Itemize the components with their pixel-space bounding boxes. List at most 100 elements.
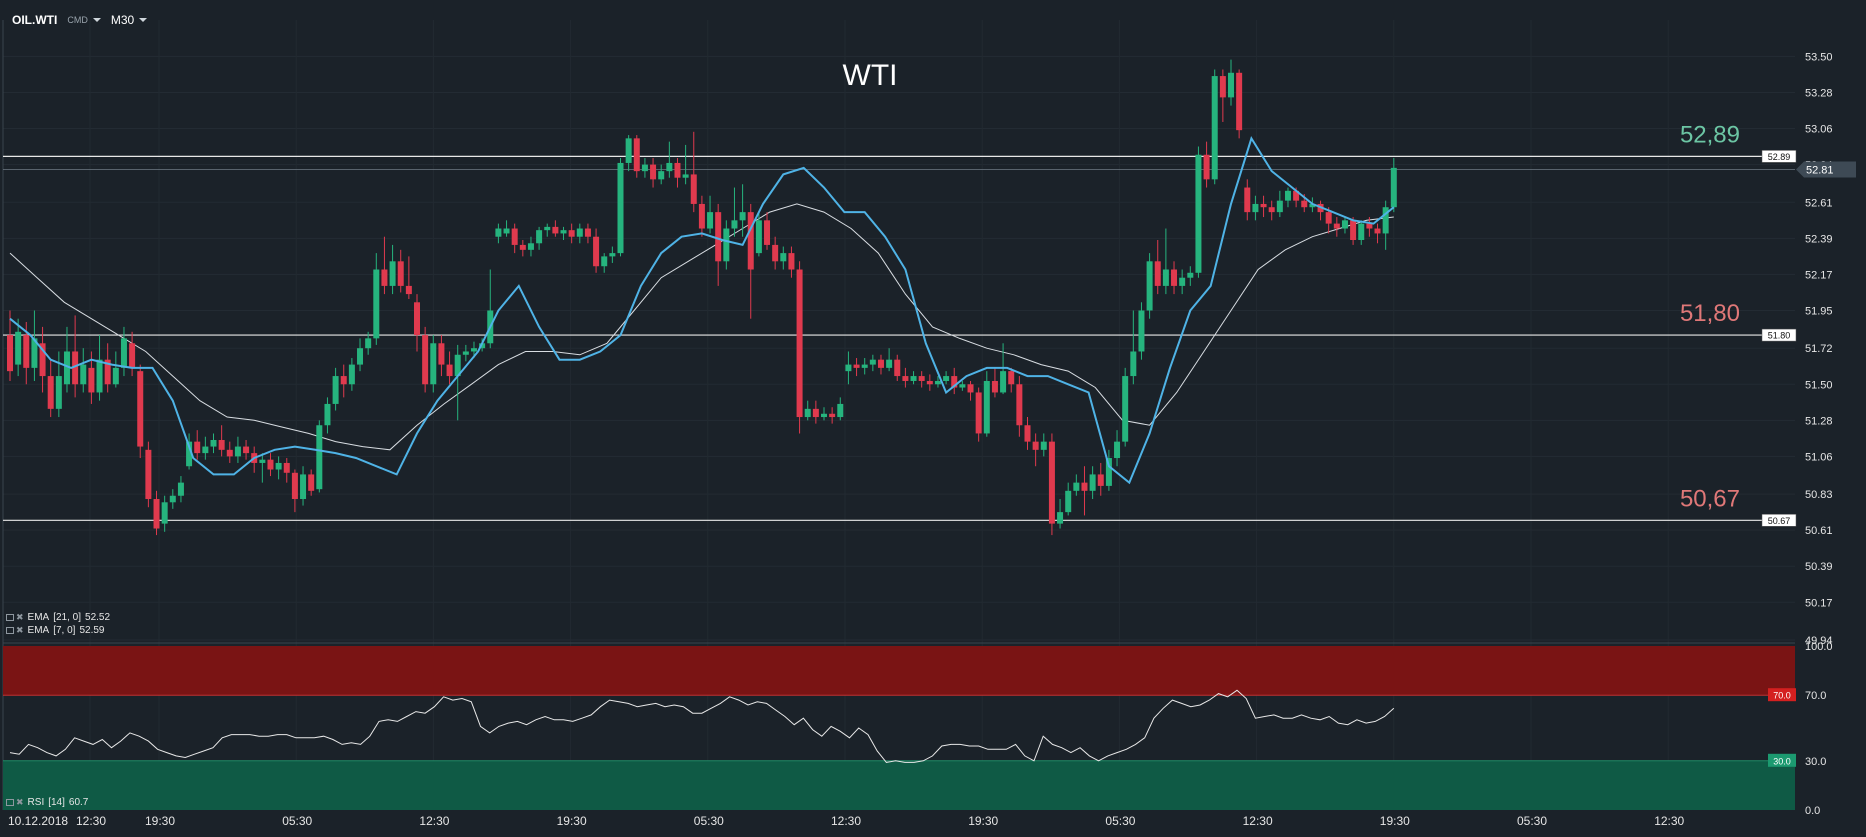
candle <box>601 253 608 273</box>
candle-body <box>357 348 364 365</box>
x-tick-label: 05:30 <box>694 814 724 828</box>
close-icon[interactable]: ✖ <box>16 797 24 807</box>
candle-body <box>804 408 811 418</box>
candle-body <box>1032 441 1039 450</box>
rsi-level-tag: 30.0 <box>1773 756 1791 766</box>
candle <box>495 223 502 244</box>
y-tick-label: 51.72 <box>1805 343 1833 355</box>
candle-body <box>1081 482 1088 491</box>
candle-series <box>7 59 1397 536</box>
candle <box>861 358 868 375</box>
ema-7-polyline <box>9 136 1395 485</box>
x-tick-label: 19:30 <box>1380 814 1410 828</box>
candle <box>1187 266 1194 286</box>
ema7-legend[interactable]: ✖ EMA [7, 0] 52.59 <box>6 625 105 636</box>
candle <box>243 440 250 460</box>
candle-body <box>934 380 941 385</box>
candle <box>340 364 347 398</box>
y-tick-label: 53.06 <box>1805 124 1833 136</box>
candle-body <box>1325 212 1332 224</box>
market-dropdown[interactable]: CMD <box>67 15 101 25</box>
candle-body <box>1276 200 1283 213</box>
candle-body <box>959 384 966 388</box>
candle <box>39 326 46 393</box>
y-tick-label: 52.61 <box>1805 197 1833 209</box>
candle <box>886 348 893 372</box>
candle <box>812 400 819 424</box>
candle <box>291 469 298 513</box>
candle <box>747 203 754 319</box>
candle-body <box>7 335 13 372</box>
level-tags: 52.89 52,89 51.80 51,80 50.67 50,67 52.81 70.0 3… <box>1680 121 1856 767</box>
symbol-label[interactable]: OIL.WTI <box>12 13 58 27</box>
candle-body <box>1309 203 1316 208</box>
candle-body <box>202 446 209 454</box>
candle-body <box>886 359 893 368</box>
candle-body <box>31 338 38 368</box>
candle <box>682 144 689 185</box>
candle-body <box>96 359 103 393</box>
settings-icon[interactable] <box>6 799 14 806</box>
candle-body <box>1065 490 1072 513</box>
candle <box>658 164 665 185</box>
rsi-legend[interactable]: ✖ RSI [14] 60.7 <box>6 797 88 808</box>
candle <box>1089 466 1096 500</box>
close-icon[interactable]: ✖ <box>16 625 24 635</box>
candle-body <box>1260 203 1267 208</box>
candle-body <box>291 472 298 500</box>
candle <box>104 343 111 393</box>
candle-body <box>658 171 665 180</box>
candle-body <box>1203 154 1210 180</box>
candle-body <box>943 376 950 381</box>
candle <box>739 184 746 237</box>
timeframe-dropdown[interactable]: M30 <box>111 13 148 27</box>
candle <box>275 456 282 480</box>
candle <box>894 354 901 381</box>
candle-body <box>764 220 771 245</box>
candle-body <box>15 331 22 365</box>
candle-body <box>666 162 673 172</box>
candle-body <box>837 403 844 418</box>
candle-body <box>1024 425 1031 442</box>
candle <box>31 310 38 381</box>
candle <box>1358 220 1365 245</box>
rsi-tick-label: 70.0 <box>1805 690 1826 702</box>
candle-body <box>780 253 787 262</box>
candle <box>1228 59 1234 106</box>
candle <box>764 212 771 250</box>
y-tick-label: 50.39 <box>1805 561 1833 573</box>
candle-body <box>869 359 876 365</box>
settings-icon[interactable] <box>6 627 14 634</box>
candle-body <box>503 228 510 234</box>
candle <box>324 397 331 434</box>
rsi-level-tag-bg <box>1768 753 1796 767</box>
candle-body <box>853 364 860 368</box>
candle <box>560 226 567 240</box>
candle-body <box>1122 376 1129 442</box>
candle-body <box>1374 228 1381 234</box>
candle-body <box>1211 76 1218 180</box>
chevron-down-icon <box>139 18 148 22</box>
candle <box>1073 474 1080 496</box>
candle <box>96 335 103 401</box>
candle <box>536 226 543 250</box>
candle <box>1162 228 1169 295</box>
candle <box>259 453 266 483</box>
candle-body <box>137 371 144 447</box>
candle-body <box>991 380 998 393</box>
x-tick-label: 05:30 <box>1517 814 1547 828</box>
candle <box>1057 499 1064 529</box>
close-icon[interactable]: ✖ <box>16 612 24 622</box>
rsi-level-tag: 70.0 <box>1773 691 1791 701</box>
candle <box>1154 240 1161 295</box>
candle <box>47 359 54 418</box>
ema21-legend[interactable]: ✖ EMA [21, 0] 52.52 <box>6 612 110 623</box>
candle <box>943 371 950 385</box>
candle <box>1236 69 1243 139</box>
candle <box>503 220 510 237</box>
candle <box>1179 269 1186 295</box>
settings-icon[interactable] <box>6 614 14 621</box>
candle <box>153 490 160 536</box>
candle-body <box>275 462 282 470</box>
